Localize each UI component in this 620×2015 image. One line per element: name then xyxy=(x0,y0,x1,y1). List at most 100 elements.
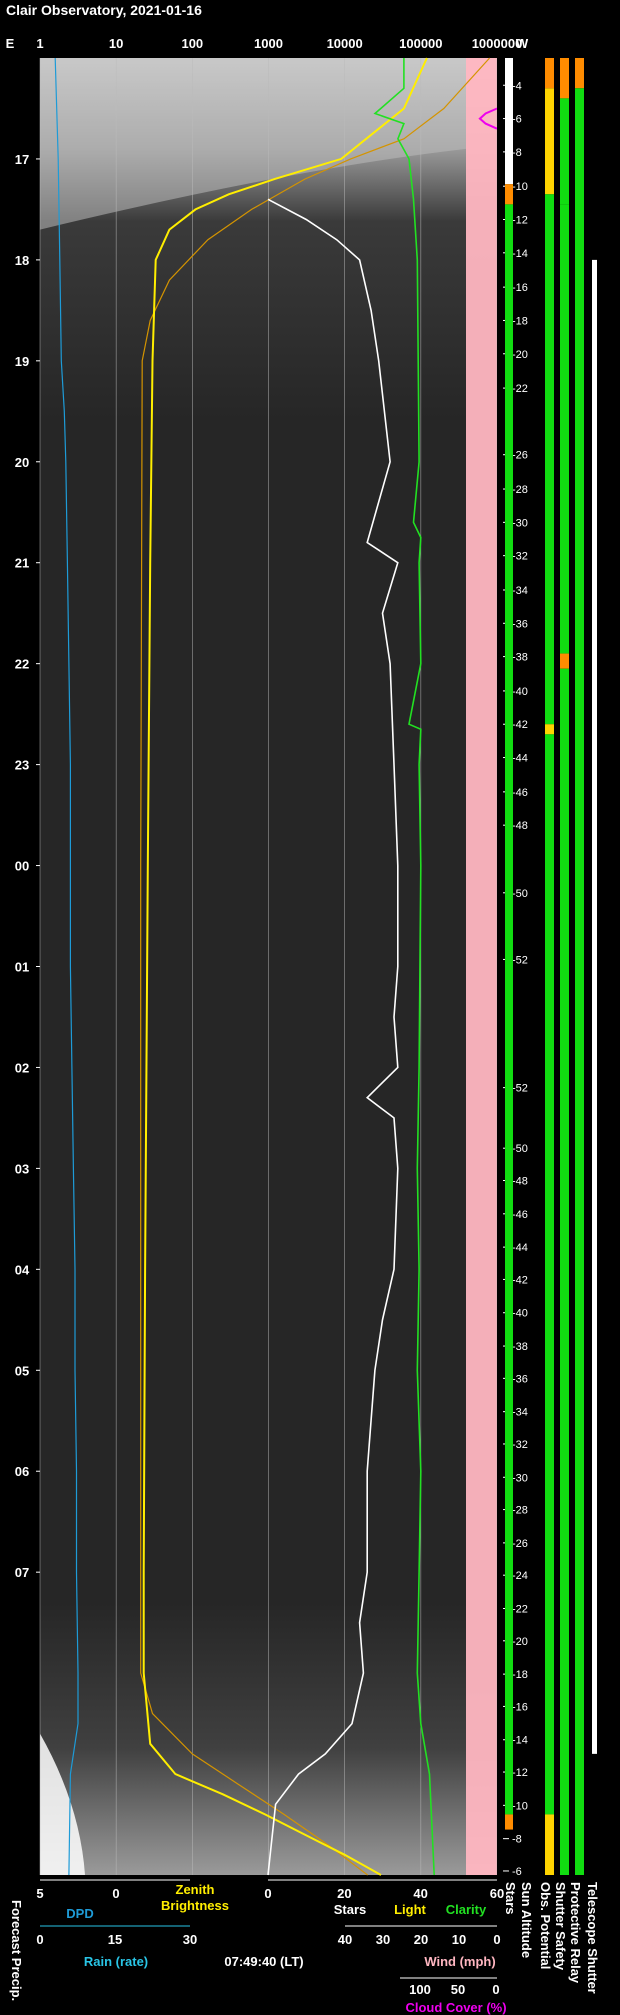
status-segment xyxy=(545,88,554,195)
sun-altitude-label: -48 xyxy=(512,1176,528,1188)
sun-altitude-label: -10 xyxy=(512,1800,528,1812)
sun-altitude-label: -30 xyxy=(512,517,528,529)
sun-altitude-label: -48 xyxy=(512,820,528,832)
dpd-label: DPD xyxy=(66,1906,93,1921)
top-axis-tick: 100 xyxy=(181,36,203,51)
row-label: Stars xyxy=(503,1882,518,1915)
time-label: 06 xyxy=(15,1464,29,1479)
row-label: Shutter Safety xyxy=(553,1882,568,1971)
dpd-tick: 0 xyxy=(112,1886,119,1901)
status-segment xyxy=(560,668,569,1875)
time-label: 19 xyxy=(15,354,29,369)
time-label: 07 xyxy=(15,1565,29,1580)
time-label: 03 xyxy=(15,1161,29,1176)
wind-tick: 0 xyxy=(493,1932,500,1947)
sun-altitude-label: -44 xyxy=(512,753,528,765)
sun-altitude-column xyxy=(497,58,503,1875)
time-label: 00 xyxy=(15,859,29,874)
sun-altitude-label: -10 xyxy=(512,181,528,193)
row-label: Obs. Potential xyxy=(538,1882,553,1969)
status-segment xyxy=(505,58,513,185)
stars-tick: 40 xyxy=(413,1886,427,1901)
status-segment xyxy=(592,259,597,1754)
sun-altitude-label: -32 xyxy=(512,551,528,563)
time-label: 18 xyxy=(15,253,29,268)
sun-altitude-label: -38 xyxy=(512,652,528,664)
sun-altitude-label: -16 xyxy=(512,282,528,294)
cloud-tick: 0 xyxy=(492,1982,499,1997)
status-segment xyxy=(545,734,554,1815)
wind-label: Wind (mph) xyxy=(424,1954,495,1969)
status-segment xyxy=(560,98,569,205)
time-label: 05 xyxy=(15,1363,29,1378)
time-label: 21 xyxy=(15,556,29,571)
top-axis-tick: 10 xyxy=(109,36,123,51)
time-label: 23 xyxy=(15,758,29,773)
time-label: 04 xyxy=(15,1262,30,1277)
top-axis-tick: 1 xyxy=(36,36,43,51)
sun-altitude-label: -40 xyxy=(512,1308,528,1320)
time-label: 20 xyxy=(15,455,29,470)
clarity-label: Clarity xyxy=(446,1902,487,1917)
compass-east: E xyxy=(6,36,15,51)
compass-west: W xyxy=(516,36,529,51)
sun-altitude-label: -30 xyxy=(512,1472,528,1484)
status-segment xyxy=(545,194,554,725)
top-axis-tick: 10000 xyxy=(327,36,363,51)
row-label: Protective Relay xyxy=(568,1882,583,1984)
time-label: 02 xyxy=(15,1060,29,1075)
dawn-glow xyxy=(40,1733,85,1875)
sun-altitude-label: -18 xyxy=(512,1669,528,1681)
top-axis-tick: 100000 xyxy=(399,36,442,51)
time-readout: 07:49:40 (LT) xyxy=(224,1954,303,1969)
sun-altitude-label: -40 xyxy=(512,686,528,698)
top-axis-tick: 1000 xyxy=(254,36,283,51)
row-label: Telescope Shutter xyxy=(585,1882,600,1994)
time-label: 17 xyxy=(15,152,29,167)
top-axis-tick: 1000000 xyxy=(472,36,523,51)
sun-altitude-label: -50 xyxy=(512,888,528,900)
sun-altitude-label: -36 xyxy=(512,1373,528,1385)
sun-altitude-label: -12 xyxy=(512,1767,528,1779)
rain-label: Rain (rate) xyxy=(84,1954,148,1969)
light-line xyxy=(140,57,491,1876)
wind-tick: 40 xyxy=(338,1932,352,1947)
cloud-label: Cloud Cover (%) xyxy=(405,2000,506,2015)
sun-altitude-label: -12 xyxy=(512,215,528,227)
sun-altitude-label: -18 xyxy=(512,315,528,327)
rain-tick: 0 xyxy=(36,1932,43,1947)
sun-altitude-label: -42 xyxy=(512,719,528,731)
sun-altitude-label: -8 xyxy=(512,1834,522,1846)
wind-tick: 30 xyxy=(376,1932,390,1947)
sun-altitude-label: -6 xyxy=(512,114,522,126)
wind-area xyxy=(466,58,497,1875)
wind-tick: 20 xyxy=(414,1932,428,1947)
status-segment xyxy=(575,88,584,1876)
sun-altitude-label: -6 xyxy=(512,1866,522,1878)
stars-label: Stars xyxy=(334,1902,367,1917)
sun-altitude-label: -22 xyxy=(512,1604,528,1616)
cloud-tick: 50 xyxy=(451,1982,465,1997)
status-segment xyxy=(545,1814,554,1875)
rain-tick: 15 xyxy=(108,1932,122,1947)
cloud-tick: 100 xyxy=(409,1982,431,1997)
cloud-cover-line xyxy=(478,107,498,130)
sun-altitude-label: -32 xyxy=(512,1439,528,1451)
stars-tick: 60 xyxy=(490,1886,504,1901)
sun-altitude-label: -36 xyxy=(512,618,528,630)
zenith-label-2: Brightness xyxy=(161,1898,229,1913)
dusk-glow xyxy=(40,58,466,230)
row-label: Sun Altitude xyxy=(519,1882,534,1958)
sun-altitude-label: -8 xyxy=(512,147,522,159)
sun-altitude-label: -46 xyxy=(512,787,528,799)
sun-altitude-label: -38 xyxy=(512,1341,528,1353)
sun-altitude-label: -50 xyxy=(512,1143,528,1155)
dpd-line xyxy=(54,57,79,1876)
forecast-precip-label: Forecast Precip. xyxy=(9,1900,24,2001)
clarity-line xyxy=(373,58,435,1876)
stars-line xyxy=(267,198,399,1876)
sun-altitude-label: -34 xyxy=(512,585,528,597)
status-segment xyxy=(505,204,513,1815)
status-segment xyxy=(560,58,569,99)
sun-altitude-label: -22 xyxy=(512,383,528,395)
